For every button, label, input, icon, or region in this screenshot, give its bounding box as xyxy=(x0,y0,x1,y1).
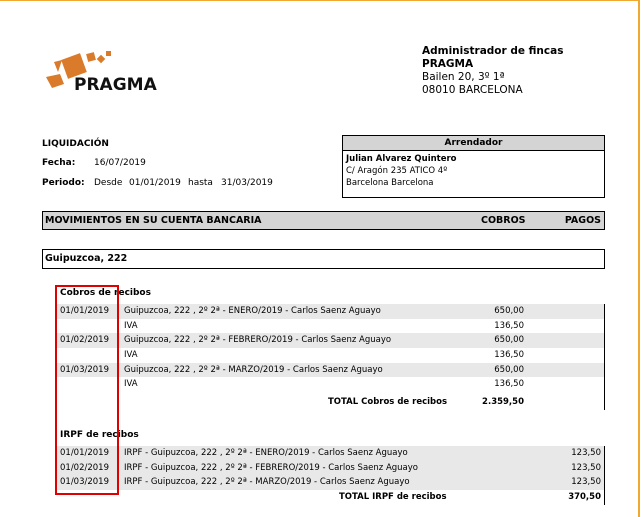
row-description: IRPF - Guipuzcoa, 222 , 2º 2ª - MARZO/20… xyxy=(124,477,410,488)
irpf-section: 01/01/2019 IRPF - Guipuzcoa, 222 , 2º 2ª … xyxy=(56,446,605,505)
row-amount: 650,00 xyxy=(494,364,524,375)
company-line2: PRAGMA xyxy=(422,58,474,70)
arrendador-name: Julian Alvarez Quintero xyxy=(346,154,457,164)
hasta-value: 31/03/2019 xyxy=(221,178,273,188)
row-amount: 123,50 xyxy=(571,448,601,458)
table-row: IVA 136,50 xyxy=(56,348,604,363)
row-date: 01/01/2019 xyxy=(60,306,109,316)
property-name: Guipuzcoa, 222 xyxy=(42,249,605,269)
row-amount: 136,50 xyxy=(494,320,524,331)
row-date: 01/03/2019 xyxy=(60,364,109,375)
row-description: Guipuzcoa, 222 , 2º 2ª - ENERO/2019 - Ca… xyxy=(124,306,381,316)
fecha-label: Fecha: xyxy=(42,158,76,168)
row-amount: 123,50 xyxy=(571,477,601,488)
company-line1: Administrador de fincas xyxy=(422,45,564,57)
row-description: IVA xyxy=(124,350,138,361)
irpf-title: IRPF de recibos xyxy=(60,430,139,440)
cobros-total-row: TOTAL Cobros de recibos 2.359,50 xyxy=(56,395,604,410)
table-row: IVA 136,50 xyxy=(56,377,604,392)
arrendador-header: Arrendador xyxy=(343,136,604,151)
arrendador-address: C/ Aragón 235 ATICO 4º xyxy=(346,166,448,176)
doc-title: LIQUIDACIÓN xyxy=(42,139,109,149)
pragma-logo: PRAGMA xyxy=(46,51,158,95)
row-amount: 650,00 xyxy=(494,306,524,316)
pagos-column: PAGOS xyxy=(564,215,601,226)
row-description: IRPF - Guipuzcoa, 222 , 2º 2ª - FEBRERO/… xyxy=(124,462,418,473)
periodo-label: Periodo: xyxy=(42,178,85,188)
company-address: Bailen 20, 3º 1ª xyxy=(422,71,505,83)
cobros-total: 2.359,50 xyxy=(482,397,524,408)
table-row: 01/03/2019 Guipuzcoa, 222 , 2º 2ª - MARZO… xyxy=(56,362,604,378)
irpf-total-label: TOTAL IRPF de recibos xyxy=(339,492,447,503)
svg-text:PRAGMA: PRAGMA xyxy=(74,75,158,95)
table-row: 01/02/2019 Guipuzcoa, 222 , 2º 2ª - FEBRE… xyxy=(56,333,604,349)
arrendador-city: Barcelona Barcelona xyxy=(346,178,434,188)
row-description: IVA xyxy=(124,379,138,390)
row-amount: 136,50 xyxy=(494,379,524,390)
cobros-section: 01/01/2019 Guipuzcoa, 222 , 2º 2ª - ENERO… xyxy=(56,304,605,410)
movimientos-header: MOVIMIENTOS EN SU CUENTA BANCARIA COBROS… xyxy=(42,211,605,230)
irpf-total-row: TOTAL IRPF de recibos 370,50 xyxy=(56,490,604,505)
row-description: Guipuzcoa, 222 , 2º 2ª - MARZO/2019 - Ca… xyxy=(124,364,383,375)
fecha-value: 16/07/2019 xyxy=(94,158,146,168)
highlight-box xyxy=(55,285,119,495)
hasta-label: hasta xyxy=(188,178,213,188)
movimientos-title: MOVIMIENTOS EN SU CUENTA BANCARIA xyxy=(45,215,262,226)
company-info: Administrador de fincas PRAGMA Bailen 20… xyxy=(422,45,563,97)
irpf-total: 370,50 xyxy=(568,492,601,503)
row-date: 01/02/2019 xyxy=(60,462,109,473)
table-row: 01/02/2019 IRPF - Guipuzcoa, 222 , 2º 2ª … xyxy=(56,460,604,476)
row-date: 01/01/2019 xyxy=(60,448,109,458)
desde-label: Desde xyxy=(94,178,123,188)
table-row: 01/01/2019 IRPF - Guipuzcoa, 222 , 2º 2ª … xyxy=(56,446,604,461)
desde-value: 01/01/2019 xyxy=(129,178,181,188)
cobros-title: Cobros de recibos xyxy=(60,288,151,298)
row-amount: 123,50 xyxy=(571,462,601,473)
row-amount: 136,50 xyxy=(494,350,524,361)
row-amount: 650,00 xyxy=(494,335,524,346)
cobros-total-label: TOTAL Cobros de recibos xyxy=(328,397,448,408)
row-description: IRPF - Guipuzcoa, 222 , 2º 2ª - ENERO/20… xyxy=(124,448,408,458)
row-description: IVA xyxy=(124,320,138,331)
row-date: 01/03/2019 xyxy=(60,477,109,488)
company-city: 08010 BARCELONA xyxy=(422,84,523,96)
table-row: IVA 136,50 xyxy=(56,319,604,334)
table-row: 01/03/2019 IRPF - Guipuzcoa, 222 , 2º 2ª … xyxy=(56,475,604,491)
row-date: 01/02/2019 xyxy=(60,335,109,346)
arrendador-box: Arrendador Julian Alvarez Quintero C/ Ar… xyxy=(342,135,605,198)
table-row: 01/01/2019 Guipuzcoa, 222 , 2º 2ª - ENERO… xyxy=(56,304,604,319)
cobros-column: COBROS xyxy=(481,215,526,226)
row-description: Guipuzcoa, 222 , 2º 2ª - FEBRERO/2019 - … xyxy=(124,335,392,346)
